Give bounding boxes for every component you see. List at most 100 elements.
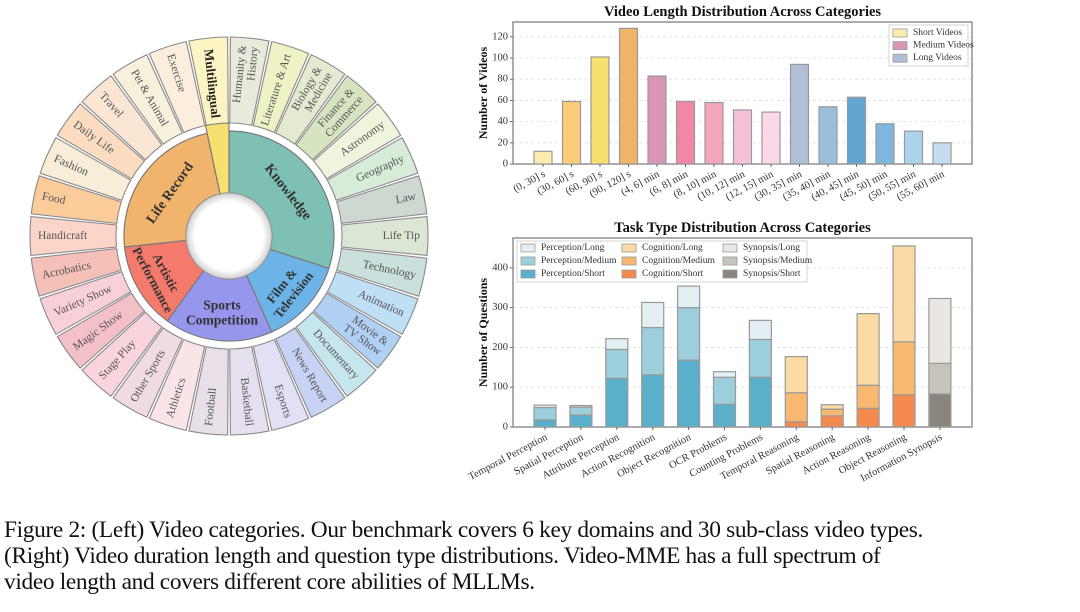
legend-swatch — [621, 269, 637, 279]
subclass-segment — [30, 247, 122, 297]
stacked-bar-segment — [928, 362, 952, 395]
subclass-segment — [188, 346, 229, 436]
subclass-label: Football — [203, 387, 219, 426]
subclass-segment — [229, 346, 270, 436]
subclass-segment — [148, 338, 206, 432]
subclass-segment — [56, 292, 146, 369]
legend-label: Synopsis/Short — [743, 269, 801, 279]
bar — [704, 101, 724, 165]
stacked-bar-segment — [712, 376, 737, 405]
stacked-bar-segment — [641, 301, 665, 329]
bar — [761, 111, 781, 165]
center-hole — [185, 192, 273, 280]
stacked-bar-segment — [928, 297, 952, 364]
figure-caption: Figure 2: (Left) Video categories. Our b… — [4, 517, 1080, 595]
stacked-bar-segment — [892, 394, 916, 428]
legend — [516, 240, 808, 283]
legend-swatch — [892, 53, 908, 63]
y-tick-label: 300 — [492, 302, 508, 313]
caption-line: Figure 2: (Left) Video categories. Our b… — [4, 517, 924, 543]
y-tick-label: 200 — [492, 342, 508, 353]
stacked-bar-segment — [784, 355, 808, 394]
subclass-segment — [148, 40, 206, 134]
chart-title: Task Type Distribution Across Categories — [614, 220, 871, 236]
subclass-segment — [326, 136, 419, 202]
stacked-bar-segment — [641, 374, 665, 428]
caption-line: (Right) Video duration length and questi… — [4, 543, 881, 569]
legend-label: Perception/Short — [541, 269, 605, 279]
stacked-bar-segment — [784, 392, 808, 423]
bar — [561, 100, 582, 165]
subclass-label: Law — [395, 190, 418, 206]
y-tick-label: 20 — [498, 137, 509, 148]
y-tick-label: 400 — [492, 262, 508, 273]
legend-label: Synopsis/Medium — [743, 256, 813, 266]
legend-swatch — [520, 256, 536, 266]
y-tick-label: 100 — [492, 382, 508, 393]
subclass-segment — [336, 175, 428, 225]
subclass-segment — [252, 338, 310, 432]
stacked-bar-segment — [820, 408, 844, 417]
stacked-bar-segment — [605, 348, 629, 380]
legend-swatch — [520, 269, 536, 279]
stacked-bar-segment — [712, 403, 737, 428]
subclass-segment — [340, 215, 429, 257]
subclass-label: Handicraft — [38, 230, 88, 242]
stacked-bar-segment — [856, 313, 880, 386]
subclass-segment — [30, 175, 122, 225]
legend-label: Cognition/Short — [642, 269, 704, 279]
bar — [875, 123, 895, 165]
stacked-bar-segment — [569, 406, 593, 416]
legend-label: Perception/Long — [541, 243, 605, 253]
video-length-chart: 0 20 40 60 80 100 120 Video Length Distribution… — [476, 4, 974, 203]
subclass-segment — [188, 36, 229, 126]
y-axis-label: Number of Videos — [476, 46, 490, 139]
legend-swatch — [621, 243, 637, 253]
subclass-segment — [326, 270, 419, 336]
bar — [618, 27, 639, 165]
stacked-bar-segment — [605, 377, 629, 428]
stacked-bar-segment — [856, 407, 880, 428]
legend-label: Short Videos — [913, 28, 962, 38]
subclass-segment — [295, 75, 377, 161]
bar — [932, 142, 952, 165]
stacked-bar-segment — [748, 376, 773, 428]
subclass-label: Life Tip — [383, 230, 421, 242]
legend-label: Synopsis/Long — [743, 243, 800, 253]
legend-swatch — [722, 243, 738, 253]
stacked-bar-segment — [928, 393, 952, 428]
caption-line: video length and covers different core a… — [4, 569, 535, 595]
legend-label: Medium Videos — [913, 41, 974, 51]
plot-frame — [512, 237, 973, 428]
subclass-label: Food — [41, 190, 67, 207]
bar — [533, 150, 553, 165]
stacked-bar-segment — [569, 414, 593, 428]
legend-swatch — [520, 243, 536, 253]
bar — [675, 100, 696, 165]
subclass-segment — [29, 215, 118, 257]
subclass-segment — [312, 292, 402, 369]
subclass-segment — [312, 103, 402, 180]
bar — [732, 109, 753, 165]
subclass-label: Basketball — [238, 377, 255, 427]
stacked-bar-segment — [892, 245, 916, 343]
y-tick-label: 40 — [498, 116, 509, 127]
subclass-segment — [112, 327, 184, 418]
y-tick-label: 120 — [492, 31, 508, 42]
stacked-bar-segment — [676, 285, 701, 309]
subclass-segment — [56, 103, 146, 180]
bar — [846, 96, 867, 165]
stacked-bar-segment — [820, 404, 844, 410]
bar — [647, 75, 667, 165]
stacked-bar-segment — [748, 319, 773, 341]
subclass-segment — [336, 247, 428, 297]
legend-swatch — [722, 269, 738, 279]
stacked-bar-segment — [676, 307, 701, 361]
subclass-segment — [112, 54, 184, 145]
stacked-bar-segment — [784, 421, 808, 428]
bar — [789, 63, 810, 165]
subclass-segment — [274, 54, 346, 145]
y-axis-label: Number of Questions — [476, 278, 490, 387]
task-type-chart: 0 100 200 300 400 Task Type Distribution Acro… — [467, 220, 973, 484]
